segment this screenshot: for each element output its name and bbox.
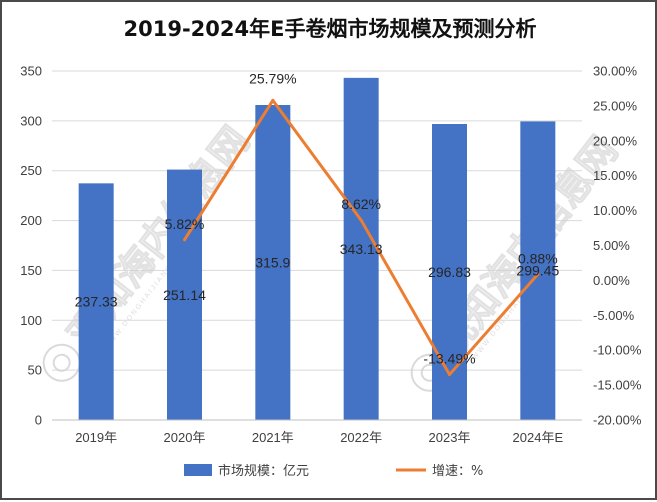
line-point [536, 272, 540, 276]
growth-value-label: 5.82% [165, 216, 205, 232]
growth-value-label: -13.49% [423, 351, 475, 367]
bar-value-label: 343.13 [340, 241, 383, 257]
growth-value-label: 8.62% [341, 196, 381, 212]
bar [78, 183, 114, 420]
legend: 市场规模：亿元 增速：% [184, 463, 483, 479]
bar-series [78, 77, 556, 421]
x-tick-label: 2023年 [429, 430, 471, 445]
y-left-tick-label: 300 [20, 113, 42, 128]
watermark-logo-icon [42, 343, 81, 382]
grid-lines [52, 70, 582, 371]
bar [255, 105, 291, 421]
bar-value-label: 299.45 [516, 263, 559, 279]
y-left-tick-label: 100 [20, 313, 42, 328]
y-right-tick-label: 0.00% [593, 273, 630, 288]
y-right-tick-label: -10.00% [593, 343, 642, 358]
x-tick-label: 2024年E [513, 430, 564, 445]
x-tick-label: 2022年 [340, 430, 382, 445]
line-point [271, 98, 275, 102]
y-right-tick-label: 5.00% [593, 238, 630, 253]
bar [343, 77, 379, 420]
y-right-tick-label: 10.00% [593, 203, 638, 218]
growth-line-series [183, 98, 540, 377]
y-right-tick-label: 30.00% [593, 64, 638, 79]
x-tick-label: 2020年 [164, 430, 206, 445]
bar [167, 169, 202, 420]
y-left-tick-label: 50 [28, 363, 42, 378]
x-tick-label: 2021年 [252, 430, 294, 445]
line-point [183, 238, 186, 242]
bar [432, 124, 467, 420]
y-right-tick-label: 20.00% [593, 133, 638, 148]
x-tick-label: 2019年 [75, 430, 117, 445]
growth-value-label: 0.88% [518, 250, 558, 266]
y-right-tick-label: 25.00% [593, 98, 638, 113]
y-left-tick-label: 250 [20, 163, 42, 178]
bar-value-label: 251.14 [163, 287, 206, 303]
y-right-tick-label: -15.00% [593, 378, 642, 393]
chart-title: 2019-2024年E手卷烟市场规模及预测分析 [124, 17, 537, 41]
line-point [448, 373, 451, 377]
legend-bar-swatch [184, 464, 212, 476]
y-left-tick-label: 350 [20, 64, 42, 79]
legend-bar-label: 市场规模：亿元 [218, 463, 309, 479]
axes: 0 50 100 150 200 250 300 350 -20.00% -15.00% -10.0… [20, 64, 642, 446]
y-right-tick-label: -20.00% [593, 413, 642, 428]
y-right-tick-label: -5.00% [593, 308, 635, 323]
bar-value-label: 237.33 [75, 294, 118, 310]
bar-value-label: 296.83 [428, 264, 471, 280]
data-labels: 237.33 251.14 315.9 343.13 296.83 299.45 5.82%… [75, 70, 560, 366]
y-left-tick-label: 0 [35, 413, 42, 428]
line-point [359, 218, 363, 222]
watermark-logo-inner [52, 353, 71, 372]
legend-line-label: 增速：% [432, 464, 483, 479]
y-left-tick-label: 200 [20, 213, 42, 228]
bar [520, 121, 556, 420]
bar-value-label: 315.9 [255, 255, 290, 271]
growth-value-label: 25.79% [249, 70, 296, 86]
y-left-tick-label: 150 [20, 263, 42, 278]
y-right-tick-label: 15.00% [593, 168, 638, 183]
